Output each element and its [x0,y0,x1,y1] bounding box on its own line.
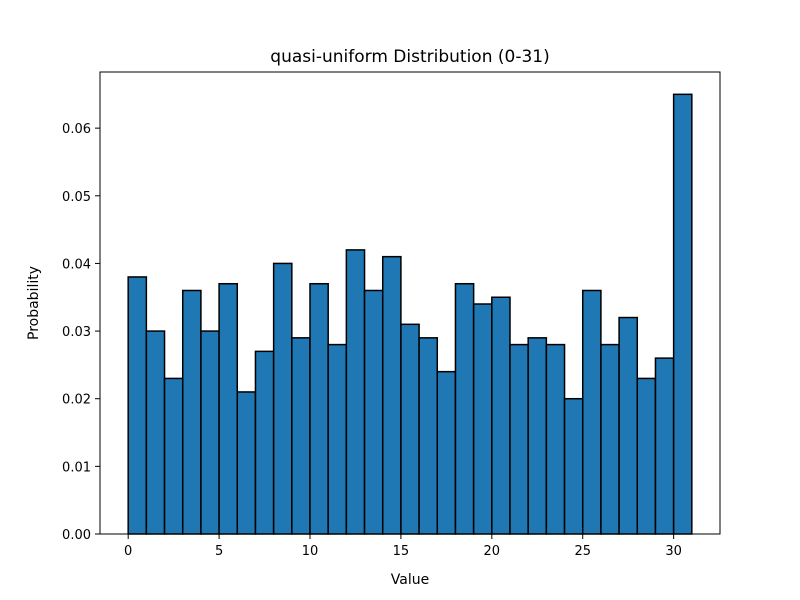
bar-bin-5 [218,282,239,535]
x-axis-ticks: 0 5 10 15 20 25 30 [124,534,682,559]
bar-bin-7 [254,350,275,535]
y-tick-label: 0.04 [62,257,91,272]
bar-bin-11 [327,343,348,535]
bar-bin-3 [181,289,202,535]
bar-bin-0 [127,276,148,535]
bar-bin-20 [491,296,511,535]
bars-group [127,93,693,535]
bar-bin-22 [527,337,548,535]
bar-bin-25 [581,289,602,535]
x-tick-label: 20 [484,544,501,559]
y-tick-label: 0.00 [62,528,91,543]
y-tick-label: 0.05 [62,190,91,205]
chart-title: quasi-uniform Distribution (0-31) [270,47,549,67]
x-axis-label: Value [391,572,429,588]
y-axis-ticks: 0.00 0.01 0.02 0.03 0.04 0.05 0.06 [62,122,100,543]
bar-bin-30 [672,93,693,535]
y-tick-label: 0.06 [62,122,91,137]
bar-bin-10 [309,282,329,535]
bar-bin-13 [363,289,384,535]
bar-bin-17 [436,370,457,535]
bar-bin-6 [236,391,257,535]
plot-frame [99,71,721,535]
y-tick-label: 0.02 [62,393,91,408]
bar-bin-28 [636,377,657,535]
bar-bin-29 [654,357,675,535]
bar-bin-12 [345,249,366,535]
x-tick-label: 30 [665,544,682,559]
bar-bin-9 [291,337,311,535]
x-tick-label: 0 [124,544,132,559]
bar-bin-18 [454,282,475,535]
bar-bin-19 [472,303,493,535]
bar-bin-21 [509,343,529,535]
x-tick-label: 15 [393,544,410,559]
x-tick-label: 5 [215,544,223,559]
y-tick-label: 0.03 [62,325,91,340]
bar-bin-8 [272,262,293,535]
bar-bin-4 [200,330,220,535]
bar-bin-26 [600,343,620,535]
x-tick-label: 10 [302,544,319,559]
bar-bin-1 [145,330,166,535]
bar-bin-16 [418,337,439,535]
bar-bin-14 [381,255,402,535]
bar-bin-27 [618,316,639,535]
x-tick-label: 25 [574,544,591,559]
bar-bin-15 [400,323,420,535]
bar-bin-24 [563,397,584,535]
y-axis-label: Probability [26,266,42,340]
y-tick-label: 0.01 [62,460,91,475]
bar-bin-2 [163,377,184,535]
bar-bin-23 [545,343,566,535]
